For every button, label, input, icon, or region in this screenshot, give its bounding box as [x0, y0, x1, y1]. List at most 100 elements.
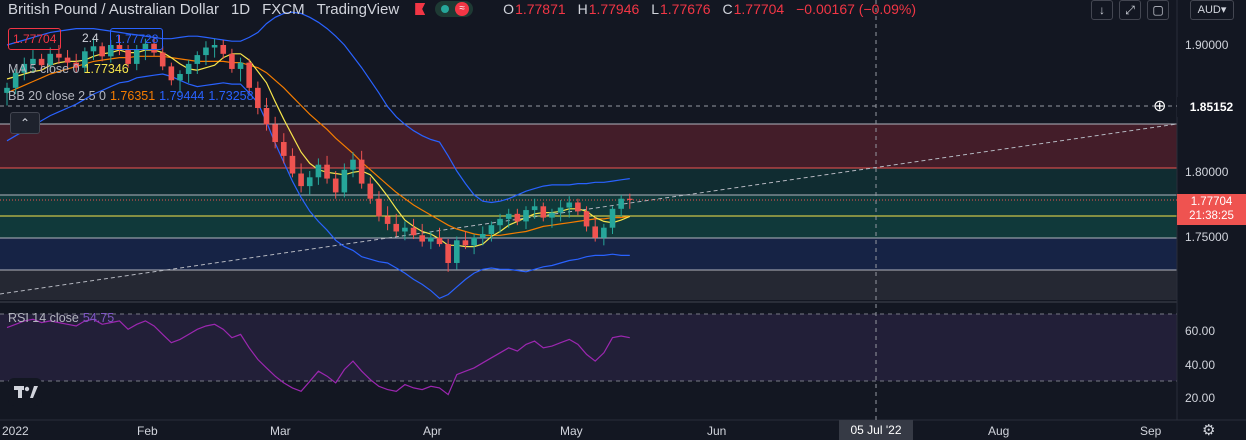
candle [64, 50, 71, 71]
wave-icon: ≈ [455, 2, 470, 16]
candle-body [376, 198, 382, 217]
rsi-legend[interactable]: RSI 14 close 54.75 [8, 311, 118, 325]
buy-price-box[interactable]: 1.77728 [110, 28, 164, 50]
candle-body [272, 124, 278, 143]
candle [376, 191, 382, 222]
candle-body [142, 43, 149, 51]
candle [272, 116, 278, 149]
candle [185, 60, 192, 83]
settings-gear-icon[interactable]: ⚙ [1202, 422, 1216, 439]
fullscreen-icon[interactable]: ⤢ [1119, 0, 1141, 20]
candle [540, 202, 547, 222]
crosshair-price-label: ⊕ 1.85152 [1153, 97, 1246, 117]
candle-body [237, 62, 244, 69]
zone-red [0, 124, 1177, 168]
candle-body [38, 58, 45, 66]
candle [38, 53, 45, 72]
crosshair-add-icon[interactable]: ⊕ [1153, 98, 1167, 115]
candle-body [350, 159, 356, 170]
y-tick-label: 1.75000 [1185, 230, 1229, 244]
low-label: L [651, 1, 659, 17]
currency-select[interactable]: AUD▾ [1190, 0, 1234, 20]
candle-body [47, 53, 54, 66]
candle-body [384, 216, 391, 224]
sell-price-box[interactable]: 1.77704 [8, 28, 62, 50]
chart-header: British Pound / Australian Dollar 1D FXC… [8, 0, 924, 18]
candle [263, 97, 270, 131]
candle-body [99, 46, 105, 57]
candle-body [177, 73, 183, 81]
candle-body [21, 63, 28, 73]
rsi-tick-label: 60.00 [1185, 324, 1216, 338]
candle-body [263, 108, 270, 125]
candle [367, 177, 374, 204]
candle [471, 234, 477, 255]
candle [350, 152, 356, 178]
candle [601, 223, 607, 246]
crosshair-price: 1.85152 [1189, 100, 1234, 114]
candle [428, 231, 434, 250]
candle [289, 148, 296, 178]
candle-body [410, 227, 417, 236]
market-status[interactable]: ≈ [435, 1, 474, 17]
ma-value: 1.77346 [83, 62, 129, 76]
screenshot-icon[interactable]: ▢ [1147, 0, 1169, 20]
x-tick-label: Sep [1140, 424, 1162, 438]
rsi-value: 54.75 [82, 311, 115, 325]
zone-blue [0, 238, 1177, 270]
rsi-label: RSI 14 close [8, 311, 79, 325]
bb-upper-value: 1.79444 [159, 89, 205, 103]
candle [497, 213, 503, 233]
rsi-line [6, 318, 630, 396]
candle [419, 223, 425, 247]
x-tick-label: 2022 [2, 424, 29, 438]
rsi-tick-label: 20.00 [1185, 391, 1216, 405]
candle-body [151, 43, 157, 53]
candle-body [402, 227, 408, 232]
candle-body [609, 208, 616, 228]
candle-body [497, 218, 503, 226]
candle [324, 155, 330, 184]
candle-body [575, 202, 581, 212]
candle-body [601, 227, 607, 238]
bb-legend[interactable]: BB 20 close 2.5 0 1.76351 1.79444 1.73258 [8, 89, 258, 103]
candle-body [583, 211, 590, 227]
chart-series [4, 11, 633, 396]
interval[interactable]: 1D [230, 0, 251, 18]
candle-body [471, 237, 477, 246]
candle [609, 206, 616, 234]
symbol-name[interactable]: British Pound / Australian Dollar [8, 0, 219, 18]
collapse-legend-icon[interactable]: ⌃ [10, 112, 40, 134]
scroll-down-icon[interactable]: ↓ [1091, 0, 1113, 20]
candle [436, 227, 443, 247]
candle [82, 47, 88, 73]
candle-body [298, 173, 304, 187]
candle-body [436, 237, 443, 245]
candle [402, 221, 408, 241]
candle-body [64, 57, 71, 63]
candle-body [531, 206, 538, 211]
candle-body [159, 52, 166, 67]
close-value: 1.77704 [733, 1, 785, 17]
last-price-label: 1.77704 21:38:25 [1177, 194, 1246, 225]
candle-body [30, 58, 36, 64]
candle-body [627, 198, 633, 200]
candle [592, 217, 598, 242]
flag-icon[interactable] [415, 3, 426, 15]
candle [246, 58, 252, 93]
close-label: C [722, 1, 733, 17]
high-label: H [577, 1, 588, 17]
candle-body [185, 63, 192, 74]
candle [358, 150, 365, 189]
candle [12, 68, 19, 95]
candle [315, 158, 322, 185]
change-value: −0.00167 (−0.09%) [796, 1, 916, 17]
candle [514, 208, 521, 226]
candle-body [393, 223, 400, 232]
tradingview-logo-icon[interactable] [8, 378, 42, 406]
candle-body [246, 62, 252, 88]
candle [627, 193, 633, 209]
ma-legend[interactable]: MA 5 close 0 1.77346 [8, 62, 133, 76]
candle-body [358, 159, 365, 184]
